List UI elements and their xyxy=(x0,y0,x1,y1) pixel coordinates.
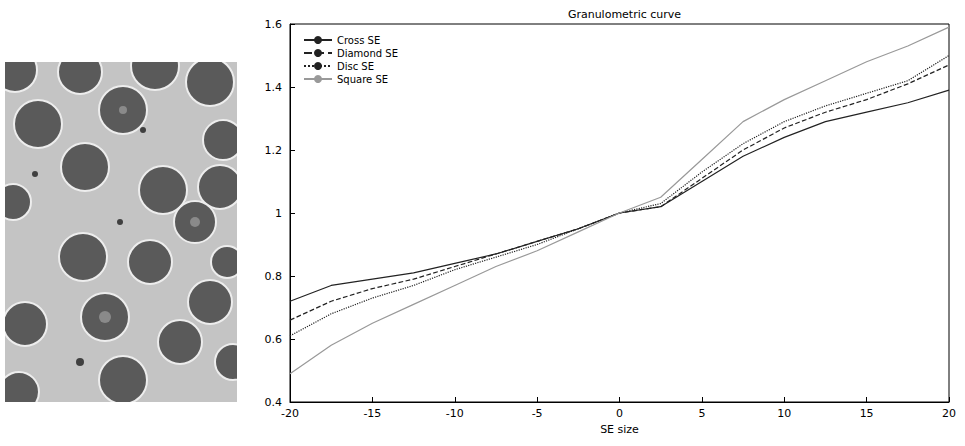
svg-text:1.4: 1.4 xyxy=(265,81,283,94)
svg-text:1.6: 1.6 xyxy=(265,18,283,31)
svg-text:0.4: 0.4 xyxy=(265,396,283,409)
svg-text:-20: -20 xyxy=(281,407,299,420)
svg-text:0.6: 0.6 xyxy=(265,333,283,346)
svg-text:15: 15 xyxy=(860,407,874,420)
svg-text:Diamond SE: Diamond SE xyxy=(337,48,398,59)
svg-text:0.8: 0.8 xyxy=(265,270,283,283)
svg-text:5: 5 xyxy=(698,407,705,420)
svg-text:Square SE: Square SE xyxy=(337,74,388,85)
svg-text:Disc SE: Disc SE xyxy=(337,61,374,72)
svg-text:-5: -5 xyxy=(532,407,543,420)
svg-text:-15: -15 xyxy=(363,407,381,420)
svg-text:0: 0 xyxy=(616,407,623,420)
svg-text:10: 10 xyxy=(777,407,791,420)
svg-text:1.2: 1.2 xyxy=(265,144,283,157)
svg-text:SE size: SE size xyxy=(600,423,639,436)
svg-text:Cross SE: Cross SE xyxy=(337,35,380,46)
svg-text:1: 1 xyxy=(275,207,282,220)
svg-text:-10: -10 xyxy=(446,407,464,420)
svg-text:20: 20 xyxy=(942,407,956,420)
svg-text:Granulometric curve: Granulometric curve xyxy=(568,8,681,21)
